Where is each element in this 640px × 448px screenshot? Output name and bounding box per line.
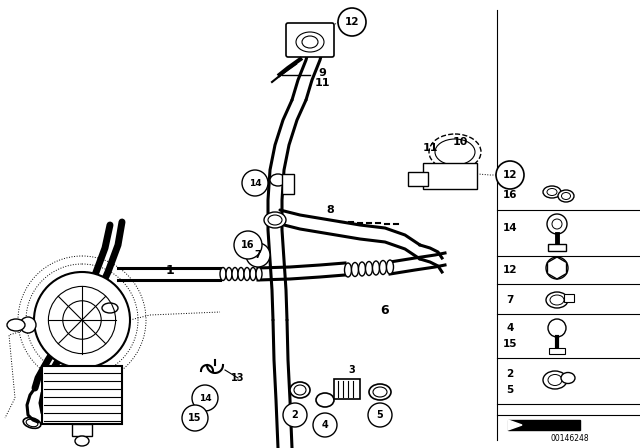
Text: 5: 5 (376, 410, 383, 420)
Ellipse shape (238, 267, 244, 280)
Text: 14: 14 (198, 393, 211, 402)
Text: 4: 4 (506, 323, 514, 333)
Polygon shape (118, 268, 220, 280)
Circle shape (182, 405, 208, 431)
Text: 15: 15 (188, 413, 202, 423)
FancyBboxPatch shape (408, 172, 428, 186)
Ellipse shape (372, 261, 380, 275)
Circle shape (313, 413, 337, 437)
Circle shape (496, 161, 524, 189)
Ellipse shape (244, 267, 250, 280)
Circle shape (338, 8, 366, 36)
Text: 6: 6 (381, 303, 389, 316)
Ellipse shape (7, 319, 25, 331)
FancyBboxPatch shape (423, 163, 477, 189)
Ellipse shape (344, 263, 351, 277)
Text: 12: 12 (345, 17, 359, 27)
FancyBboxPatch shape (286, 23, 334, 57)
Ellipse shape (316, 393, 334, 407)
Text: 9: 9 (318, 68, 326, 78)
Ellipse shape (358, 262, 365, 276)
Text: 2: 2 (506, 369, 514, 379)
Ellipse shape (561, 372, 575, 383)
Polygon shape (508, 420, 522, 430)
FancyBboxPatch shape (549, 348, 565, 354)
Circle shape (546, 257, 568, 279)
Circle shape (234, 231, 262, 259)
Text: 3: 3 (349, 365, 355, 375)
Ellipse shape (226, 267, 232, 280)
Ellipse shape (365, 262, 372, 276)
Text: 11: 11 (314, 78, 330, 88)
Text: 12: 12 (503, 170, 517, 180)
Circle shape (547, 214, 567, 234)
Text: 16: 16 (241, 240, 255, 250)
Ellipse shape (380, 260, 387, 275)
Text: 7: 7 (255, 250, 261, 260)
FancyBboxPatch shape (548, 244, 566, 251)
Ellipse shape (387, 260, 394, 274)
Ellipse shape (256, 267, 262, 280)
Ellipse shape (75, 436, 89, 446)
Circle shape (246, 243, 270, 267)
Polygon shape (273, 320, 292, 448)
Polygon shape (258, 263, 345, 280)
Polygon shape (280, 210, 420, 259)
Circle shape (20, 317, 36, 333)
Text: 12: 12 (503, 265, 517, 275)
Ellipse shape (290, 382, 310, 398)
Circle shape (368, 403, 392, 427)
Ellipse shape (369, 384, 391, 400)
Text: 1: 1 (166, 263, 174, 276)
Ellipse shape (270, 174, 286, 186)
Circle shape (192, 385, 218, 411)
Text: 7: 7 (506, 295, 514, 305)
Ellipse shape (558, 190, 574, 202)
Ellipse shape (220, 267, 226, 280)
Polygon shape (508, 420, 580, 430)
Ellipse shape (429, 134, 481, 170)
Circle shape (242, 170, 268, 196)
FancyBboxPatch shape (334, 379, 360, 399)
Text: 00146248: 00146248 (550, 434, 589, 443)
Ellipse shape (264, 212, 286, 228)
Text: 14: 14 (249, 178, 261, 188)
Polygon shape (268, 100, 306, 320)
Text: 16: 16 (503, 190, 517, 200)
Text: 10: 10 (452, 137, 468, 147)
Text: 4: 4 (322, 420, 328, 430)
FancyBboxPatch shape (282, 174, 294, 194)
Text: 2: 2 (292, 410, 298, 420)
Ellipse shape (546, 292, 568, 308)
Circle shape (548, 319, 566, 337)
Polygon shape (547, 257, 566, 279)
Ellipse shape (543, 186, 561, 198)
Ellipse shape (543, 371, 567, 389)
Polygon shape (35, 222, 122, 388)
Ellipse shape (232, 267, 238, 280)
FancyBboxPatch shape (564, 294, 574, 302)
Text: 5: 5 (506, 385, 514, 395)
FancyBboxPatch shape (42, 366, 122, 424)
Ellipse shape (250, 267, 256, 280)
Circle shape (283, 403, 307, 427)
FancyBboxPatch shape (72, 424, 92, 436)
Text: 15: 15 (503, 339, 517, 349)
Text: 13: 13 (231, 373, 244, 383)
Text: 11: 11 (422, 143, 438, 153)
Text: 8: 8 (326, 205, 334, 215)
Circle shape (34, 272, 130, 368)
Text: 14: 14 (502, 223, 517, 233)
Ellipse shape (351, 263, 358, 276)
